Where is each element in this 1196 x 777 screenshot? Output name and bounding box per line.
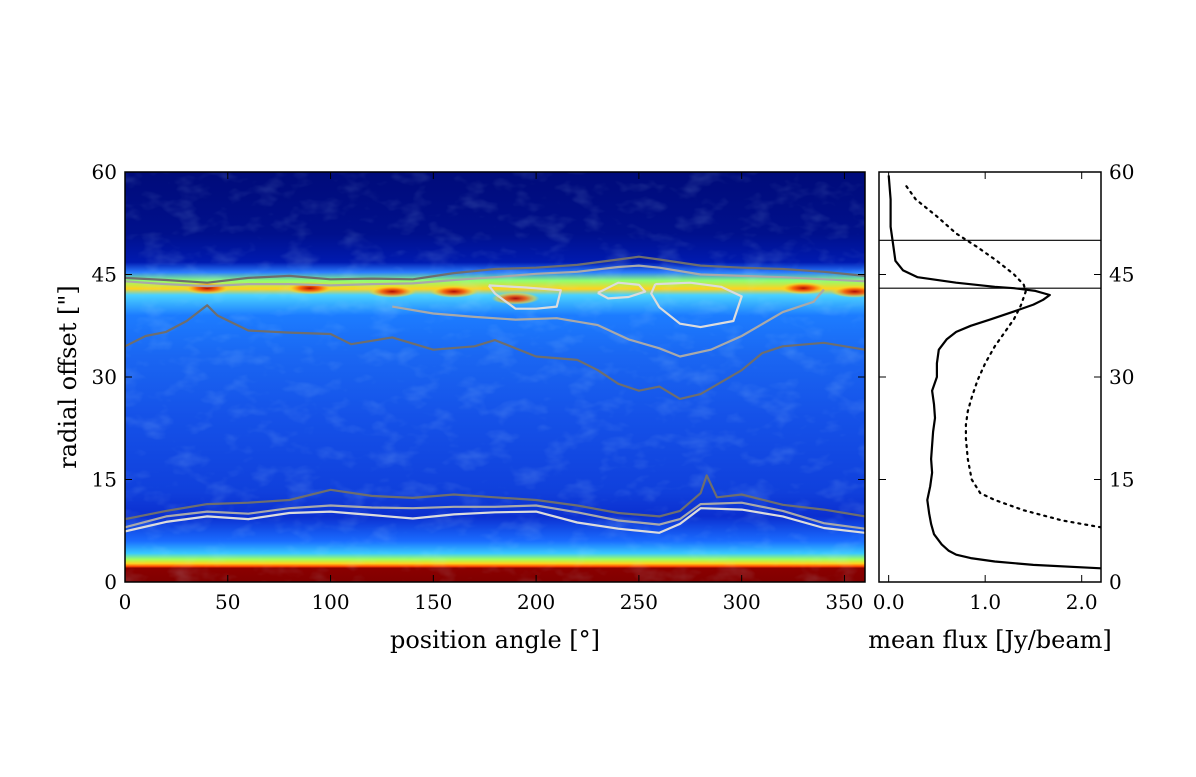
x-tick-label: 50 xyxy=(215,590,240,614)
profile-y-tick-label: 0 xyxy=(1109,570,1122,594)
y-tick-label: 30 xyxy=(92,365,117,389)
profile-x-tick-label: 0.0 xyxy=(873,590,905,614)
heatmap-texture xyxy=(125,172,865,582)
profile-y-tick-label: 60 xyxy=(1109,160,1134,184)
contour-line-high xyxy=(597,281,647,300)
contour-line-inner-middle xyxy=(125,501,865,530)
profile-series xyxy=(887,175,1101,570)
profile-y-tick-label: 45 xyxy=(1109,263,1134,287)
profile-series-dotted xyxy=(904,184,1101,529)
profile-x-tick-label: 1.0 xyxy=(969,590,1001,614)
profile-background xyxy=(879,172,1101,582)
heatmap-clump xyxy=(368,285,417,298)
contour-line-middle-inner-edge xyxy=(392,288,825,358)
profile-series-solid xyxy=(887,175,1101,570)
heatmap-x-axis-label: position angle [°] xyxy=(390,626,600,654)
x-tick-label: 0 xyxy=(119,590,132,614)
y-tick-label: 45 xyxy=(92,263,117,287)
contour-line-inner-high xyxy=(125,507,865,534)
heatmap-clump xyxy=(779,282,828,295)
profile-reference-lines xyxy=(879,239,1101,289)
contour-line-high xyxy=(487,284,562,310)
x-tick-label: 200 xyxy=(517,590,555,614)
contour-line-high xyxy=(650,281,743,329)
profile-x-axis-label: mean flux [Jy/beam] xyxy=(868,626,1112,654)
x-tick-label: 300 xyxy=(723,590,761,614)
heatmap-clump xyxy=(183,282,232,295)
heatmap-y-axis-label: radial offset ["] xyxy=(54,285,82,469)
heatmap-clump xyxy=(830,285,865,298)
heatmap-clump xyxy=(429,285,478,298)
contour-line-middle xyxy=(125,264,865,288)
x-tick-label: 250 xyxy=(620,590,658,614)
x-tick-label: 100 xyxy=(311,590,349,614)
x-tick-label: 150 xyxy=(414,590,452,614)
heatmap-clump xyxy=(491,292,540,305)
heatmap-y-ticks: 0 15 30 45 60 xyxy=(92,160,865,594)
heatmap-panel: 0 50 100 150 200 250 300 350 0 15 30 45 60 position… xyxy=(54,160,866,654)
y-tick-label: 15 xyxy=(92,468,117,492)
x-tick-label: 350 xyxy=(825,590,863,614)
contour-line-outer xyxy=(125,255,865,284)
contour-line-outer-inner-edge xyxy=(125,304,865,400)
profile-x-tick-label: 2.0 xyxy=(1066,590,1098,614)
y-tick-label: 0 xyxy=(104,570,117,594)
profile-y-tick-label: 30 xyxy=(1109,365,1134,389)
contour-lines xyxy=(125,255,865,534)
profile-y-ticks: 0 15 30 45 60 xyxy=(879,160,1134,594)
heatmap-x-ticks: 0 50 100 150 200 250 300 350 xyxy=(119,172,864,614)
profile-panel: 0.0 1.0 2.0 0 15 30 45 60 mean flux [Jy/beam] xyxy=(868,160,1134,654)
contour-line-inner-outer xyxy=(125,474,865,521)
y-tick-label: 60 xyxy=(92,160,117,184)
profile-x-ticks: 0.0 1.0 2.0 xyxy=(873,172,1098,614)
profile-y-tick-label: 15 xyxy=(1109,468,1134,492)
